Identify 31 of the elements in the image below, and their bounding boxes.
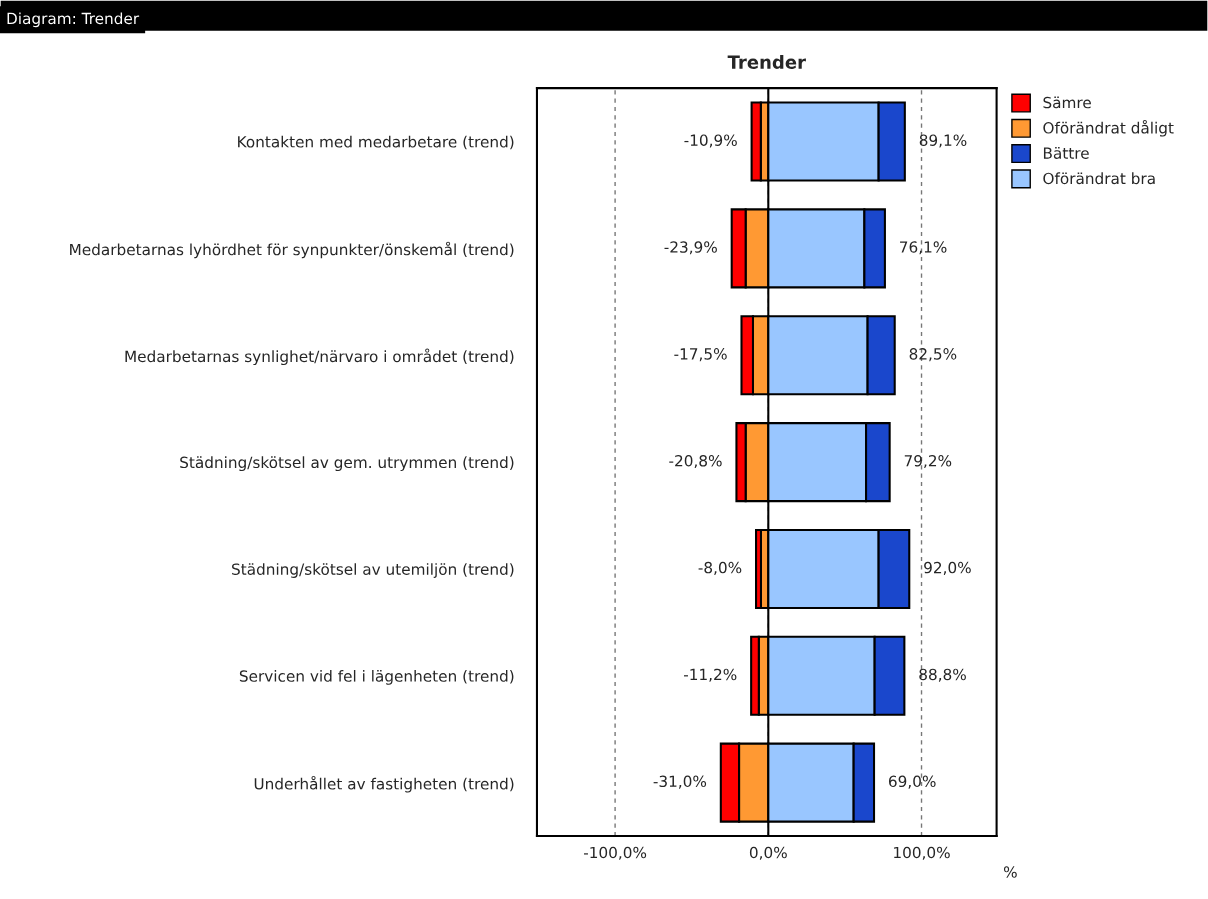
y-tick-label: Medarbetarnas synlighet/närvaro i området (trend): [125, 348, 514, 366]
annotation: 69,0%: [888, 775, 936, 789]
annotation: 76,1%: [900, 241, 947, 255]
legend-label: Sämre: [1043, 96, 1091, 109]
annotation: 88,8%: [919, 668, 966, 682]
annotation: 89,1%: [919, 134, 967, 148]
text: Diagram: Trender: [7, 12, 140, 28]
annotation: -10,9%: [684, 134, 737, 148]
annotation: 92,0%: [924, 561, 971, 575]
annotation: -8,0%: [698, 561, 742, 575]
annotation: 82,5%: [909, 348, 957, 362]
y-tick-label: Medarbetarnas lyhördhet för synpunkter/önskemål (trend): [70, 241, 514, 259]
annotation: -31,0%: [653, 775, 707, 789]
x-tick-label: 0,0%: [749, 846, 787, 860]
y-tick-label: Städning/skötsel av gem. utrymmen (trend): [180, 456, 514, 472]
y-tick-label: Städning/skötsel av utemiljön (trend): [232, 563, 514, 578]
annotation: -11,2%: [683, 668, 737, 682]
annotation: 79,2%: [904, 454, 952, 469]
annotation: -23,9%: [664, 241, 717, 255]
chart-title: Trender: [727, 54, 806, 69]
legend-label: Oförändrat bra: [1043, 172, 1155, 185]
annotation: -17,5%: [674, 348, 727, 362]
annotation: -20,8%: [669, 454, 722, 469]
y-tick-label: Servicen vid fel i lägenheten (trend): [239, 669, 514, 685]
x-tick-label: -100,0%: [583, 846, 647, 860]
y-tick-label: Underhållet av fastigheten (trend): [254, 775, 514, 793]
x-tick-label: 100,0%: [894, 846, 950, 860]
legend-label: Oförändrat dåligt: [1043, 119, 1174, 137]
x-axis-title: %: [1003, 866, 1017, 878]
legend-label: Bättre: [1043, 147, 1089, 159]
y-tick-label: Kontakten med medarbetare (trend): [238, 135, 514, 150]
